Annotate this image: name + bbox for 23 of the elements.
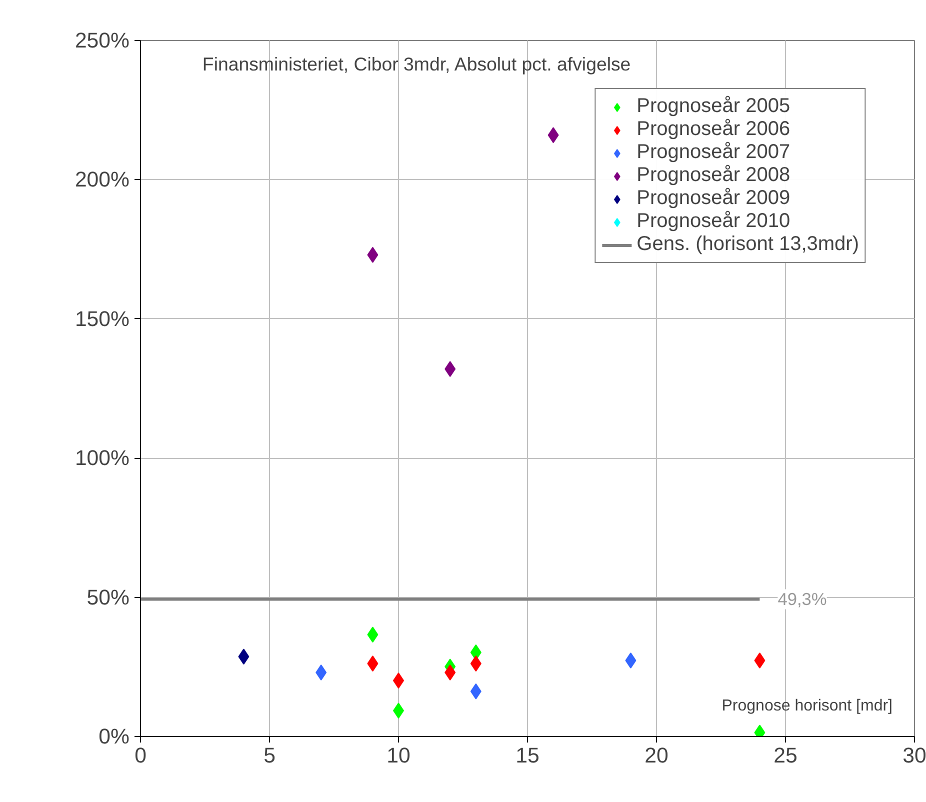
- y-tick-label: 150%: [74, 306, 130, 331]
- x-axis-title: Prognose horisont [mdr]: [722, 698, 892, 714]
- y-tick-label: 50%: [86, 585, 130, 610]
- y-tick-label: 250%: [74, 28, 130, 52]
- legend-label: Prognoseår 2008: [636, 164, 790, 187]
- x-tick-label: 15: [516, 744, 540, 768]
- y-tick-label: 100%: [74, 446, 130, 470]
- annotation: 49,3%: [778, 589, 827, 610]
- legend-label: Prognoseår 2009: [636, 187, 790, 210]
- legend-label: Prognoseår 2010: [636, 210, 790, 233]
- text: Finansministeriet, Cibor 3mdr, Absolut pct. afvigelse: [202, 54, 631, 74]
- x-tick-label: 5: [264, 744, 276, 768]
- legend-label: Gens. (horisont 13,3mdr): [636, 233, 859, 256]
- x-tick-label: 20: [644, 744, 668, 768]
- x-tick-label: 10: [386, 744, 410, 768]
- x-tick-label: 0: [134, 744, 147, 768]
- x-tick-label: 25: [774, 744, 798, 768]
- x-tick-label: 30: [902, 744, 926, 768]
- legend-label: Prognoseår 2005: [636, 95, 790, 118]
- legend-label: Prognoseår 2007: [636, 141, 790, 164]
- y-tick-label: 200%: [74, 168, 130, 192]
- y-tick-label: 0%: [98, 724, 130, 748]
- legend-label: Prognoseår 2006: [636, 118, 790, 141]
